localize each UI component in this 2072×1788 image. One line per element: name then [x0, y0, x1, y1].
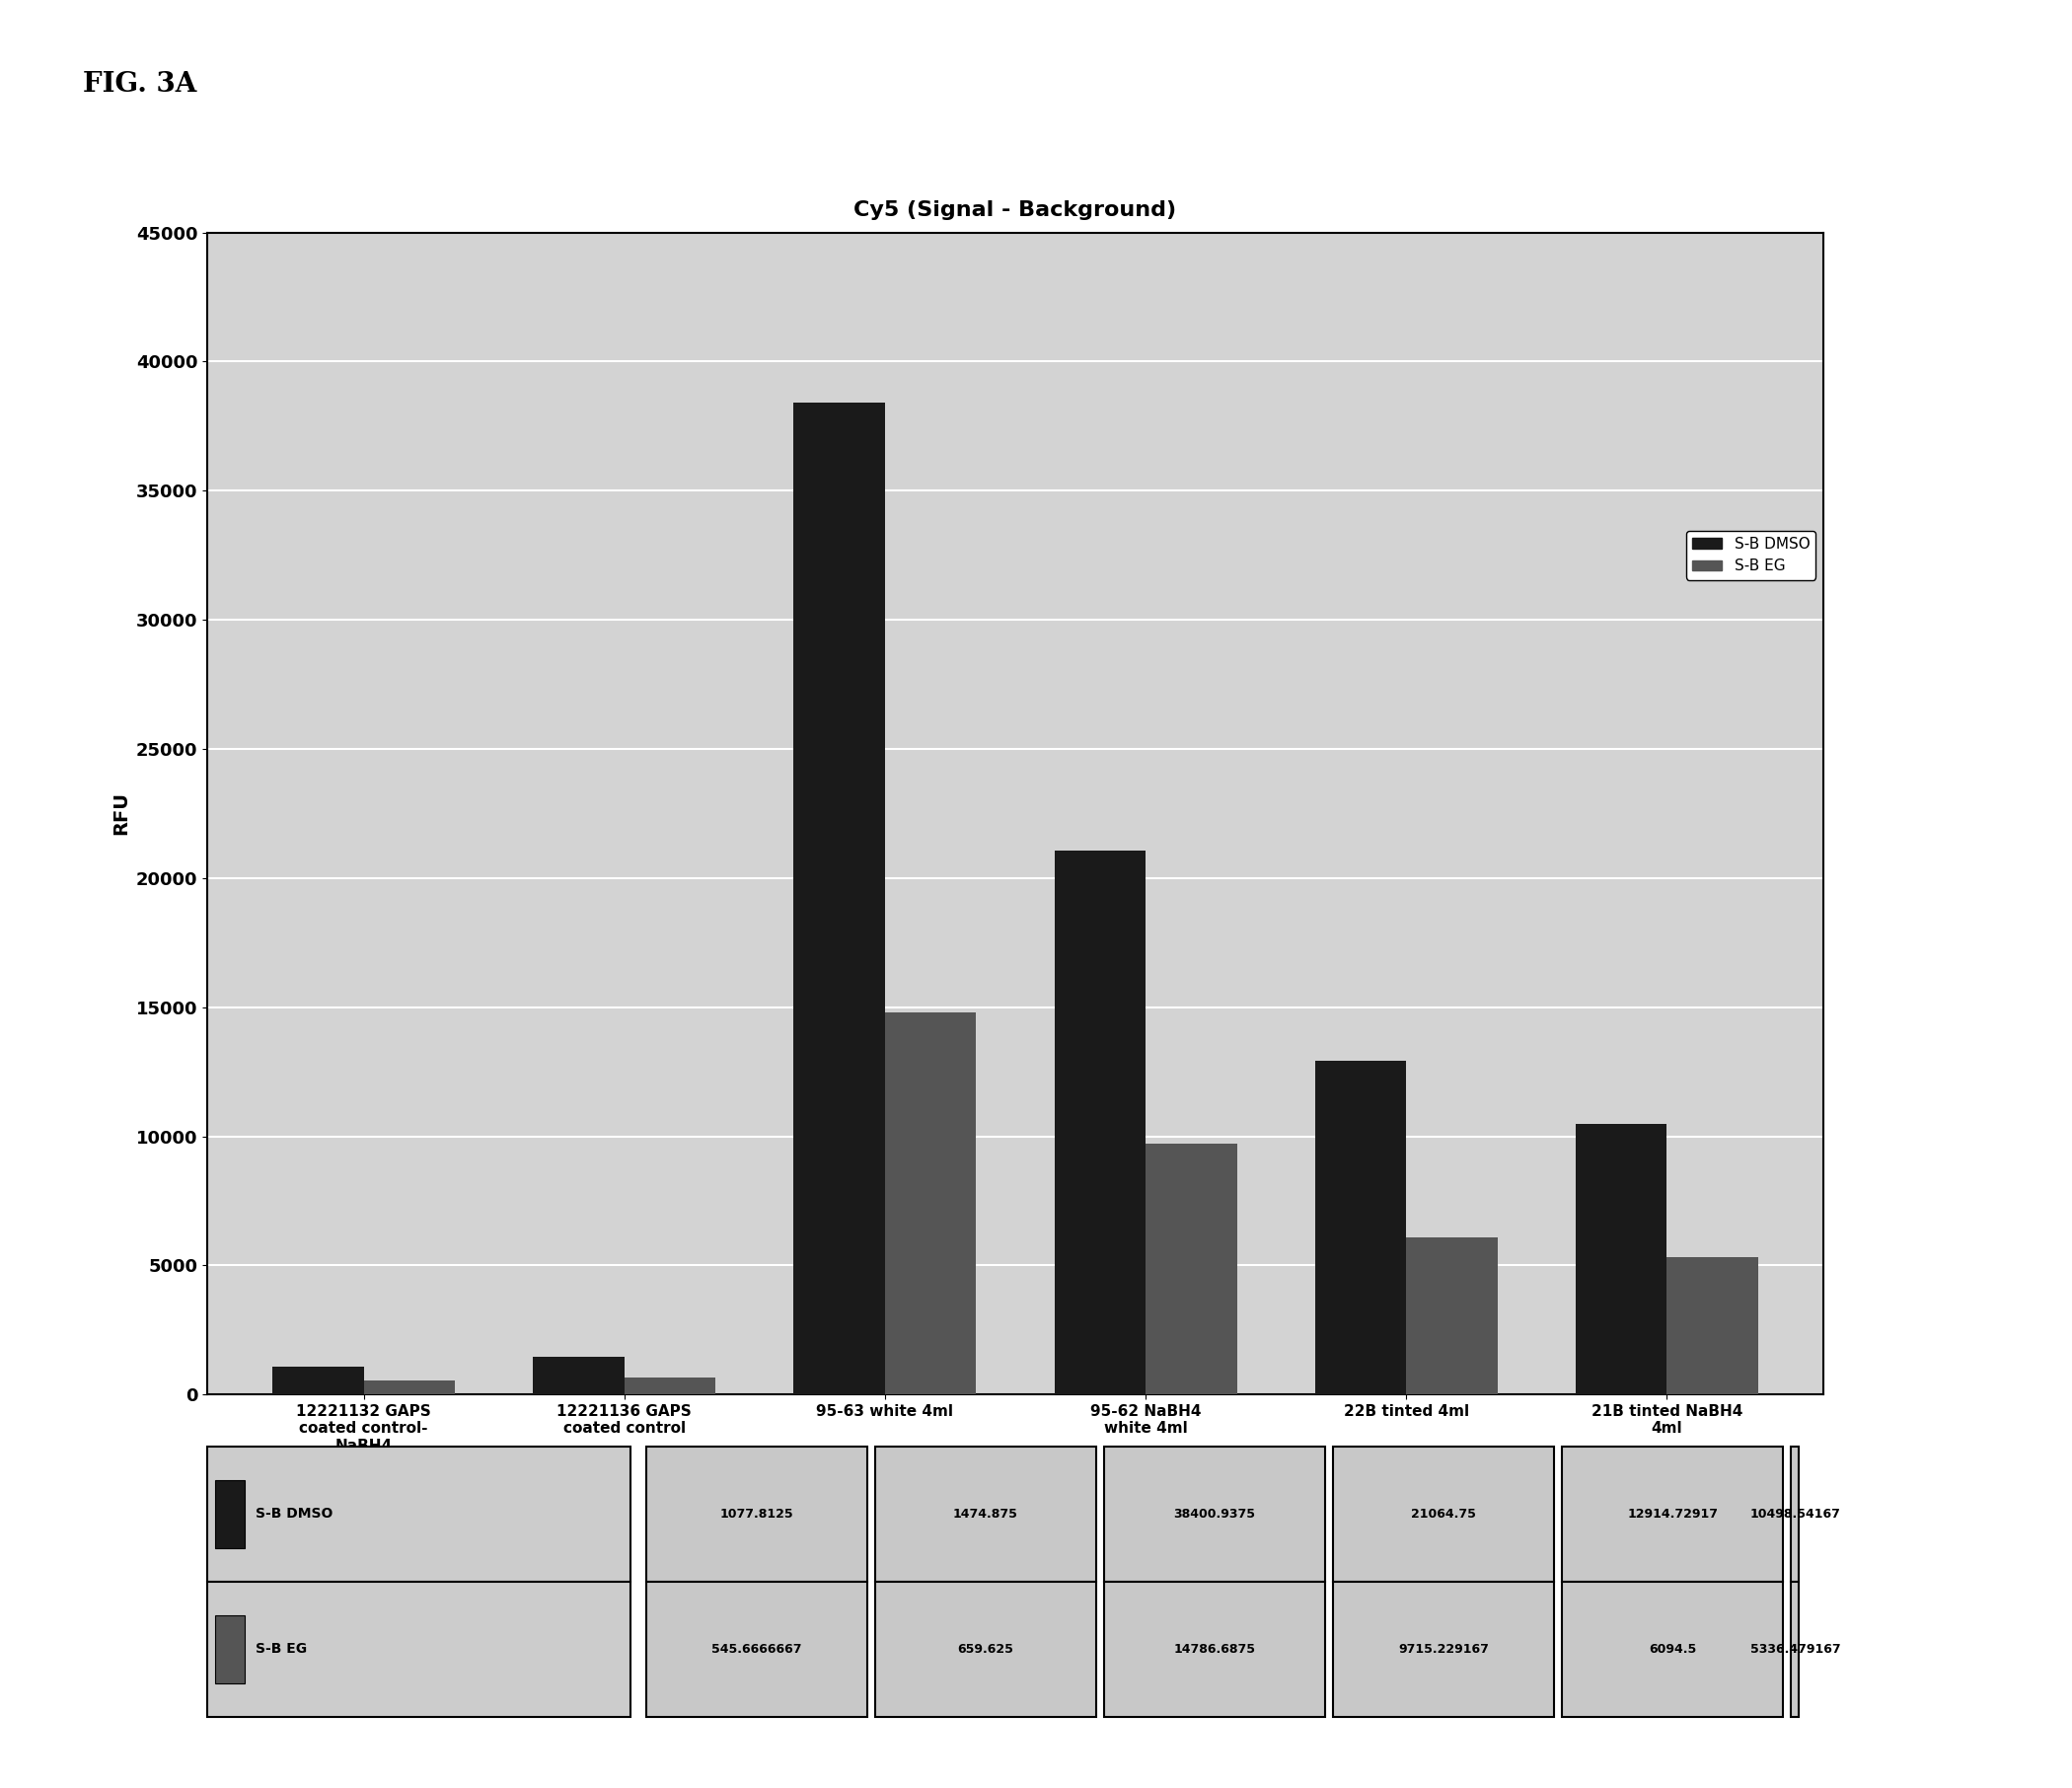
Bar [1104, 1446, 1326, 1582]
Bar [794, 402, 885, 1395]
Bar [271, 1366, 363, 1395]
Bar [885, 1012, 976, 1395]
Bar [1316, 1060, 1407, 1395]
Text: 14786.6875: 14786.6875 [1173, 1643, 1256, 1656]
Bar [1407, 1237, 1498, 1395]
Text: 1077.8125: 1077.8125 [719, 1507, 794, 1520]
Bar [1332, 1446, 1554, 1582]
Text: 6094.5: 6094.5 [1649, 1643, 1697, 1656]
Bar [533, 1357, 624, 1395]
Bar [874, 1446, 1096, 1582]
Bar [624, 1377, 715, 1395]
Bar [215, 1616, 244, 1683]
Bar [207, 1446, 630, 1582]
Bar [207, 1582, 630, 1716]
Text: 12914.72917: 12914.72917 [1627, 1507, 1718, 1520]
Bar [1104, 1582, 1326, 1716]
Legend: S-B DMSO, S-B EG: S-B DMSO, S-B EG [1687, 531, 1815, 579]
Bar [646, 1582, 866, 1716]
Text: 5336.479167: 5336.479167 [1751, 1643, 1840, 1656]
Text: 1474.875: 1474.875 [953, 1507, 1017, 1520]
Bar [1332, 1582, 1554, 1716]
Text: 9715.229167: 9715.229167 [1399, 1643, 1490, 1656]
Bar [646, 1446, 866, 1582]
Title: Cy5 (Signal - Background): Cy5 (Signal - Background) [854, 200, 1177, 220]
Bar [1790, 1582, 1798, 1716]
Bar [1562, 1446, 1782, 1582]
Bar [1790, 1446, 1798, 1582]
Text: 659.625: 659.625 [957, 1643, 1013, 1656]
Bar [1575, 1123, 1668, 1395]
Bar [215, 1480, 244, 1548]
X-axis label: Slide: Slide [988, 1459, 1042, 1477]
Text: S-B DMSO: S-B DMSO [255, 1507, 334, 1522]
Bar [1146, 1144, 1237, 1395]
Text: S-B EG: S-B EG [255, 1643, 307, 1656]
Text: 10498.54167: 10498.54167 [1749, 1507, 1840, 1520]
Text: FIG. 3A: FIG. 3A [83, 72, 197, 98]
Bar [363, 1380, 456, 1395]
Bar [874, 1582, 1096, 1716]
Bar [1668, 1257, 1759, 1395]
Text: 21064.75: 21064.75 [1411, 1507, 1475, 1520]
Bar [1562, 1582, 1782, 1716]
Y-axis label: RFU: RFU [112, 792, 131, 835]
Text: 545.6666667: 545.6666667 [711, 1643, 802, 1656]
Bar [1055, 851, 1146, 1395]
Text: 38400.9375: 38400.9375 [1173, 1507, 1256, 1520]
